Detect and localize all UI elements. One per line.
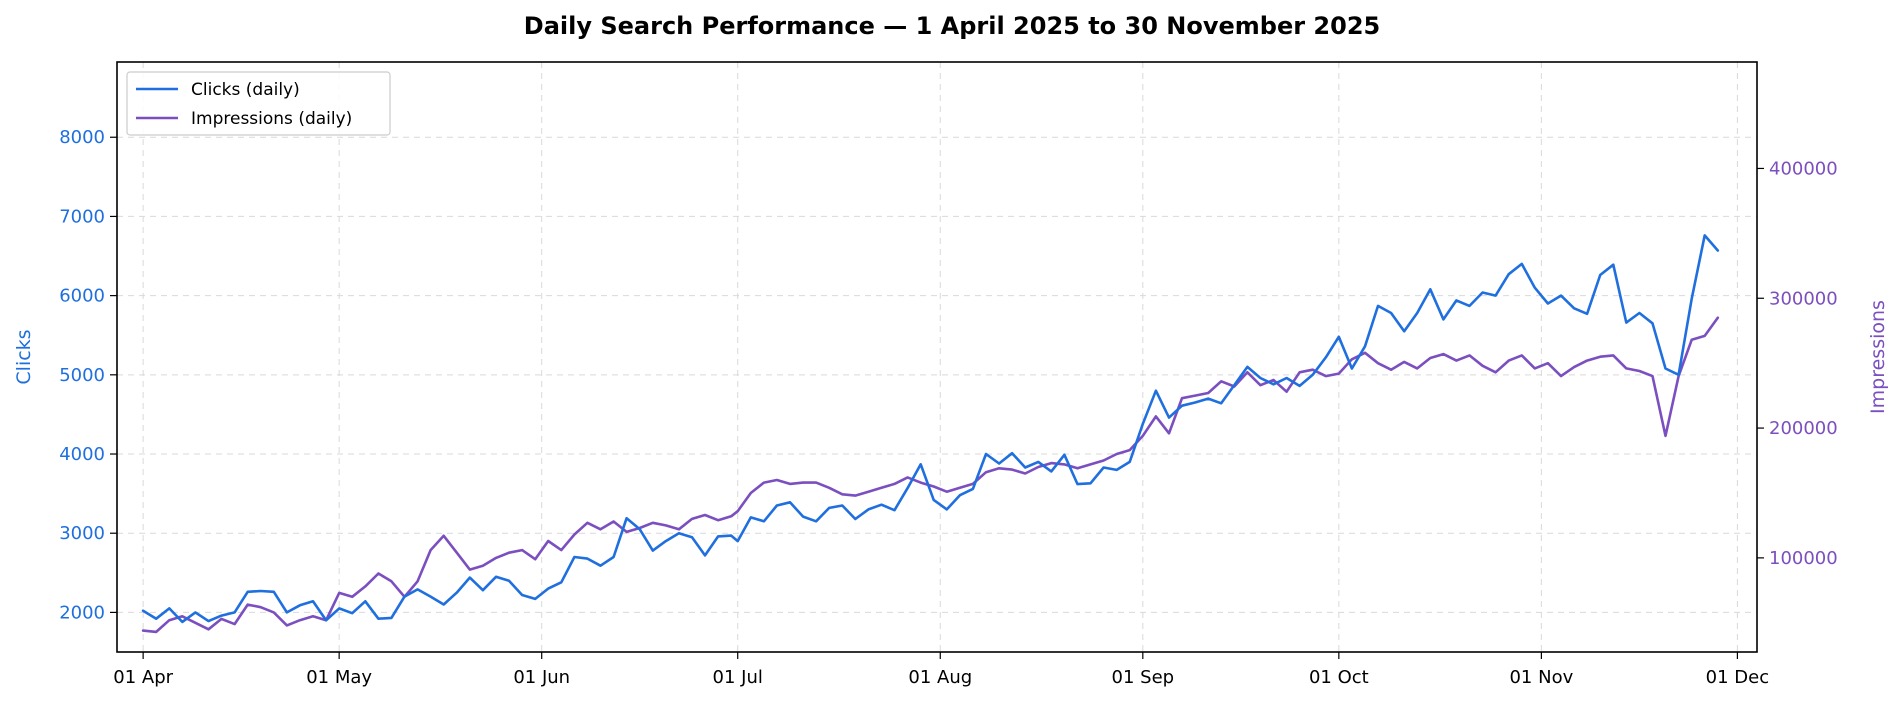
y-axis-left: 2000 3000 4000 5000 6000 7000 8000 (59, 127, 117, 623)
x-tick-label: 01 Sep (1112, 667, 1175, 688)
y2-tick-label: 200000 (1769, 418, 1838, 439)
x-tick-label: 01 Jul (713, 667, 763, 688)
x-tick-label: 01 Aug (908, 667, 972, 688)
series-layer (141, 234, 1720, 634)
plot-frame (116, 61, 1758, 653)
legend-box (126, 71, 391, 136)
grid (117, 62, 1757, 652)
y-axis-label: Clicks (13, 329, 35, 384)
x-tick-label: 01 Dec (1706, 667, 1769, 688)
x-tick-label: 01 Oct (1309, 667, 1369, 688)
y-tick-label: 7000 (59, 206, 105, 227)
y2-tick-label: 300000 (1769, 288, 1838, 309)
y2-axis-label: Impressions (1867, 300, 1889, 414)
y-tick-label: 3000 (59, 523, 105, 544)
y-axis-right: 100000 200000 300000 400000 (1757, 158, 1838, 569)
y2-tick-label: 100000 (1769, 548, 1838, 569)
legend-label-clicks: Clicks (daily) (191, 80, 300, 100)
y-tick-label: 2000 (59, 602, 105, 623)
y-tick-label: 4000 (59, 444, 105, 465)
legend-label-impressions: Impressions (daily) (191, 109, 352, 129)
x-tick-label: 01 Nov (1509, 667, 1573, 688)
y2-tick-label: 400000 (1769, 158, 1838, 179)
y-tick-label: 5000 (59, 365, 105, 386)
chart-title: Daily Search Performance — 1 April 2025 … (524, 12, 1380, 40)
legend: Clicks (daily) Impressions (daily) (126, 71, 391, 136)
y-tick-label: 6000 (59, 286, 105, 307)
x-axis: 01 Apr 01 May 01 Jun 01 Jul 01 Aug 01 Sep 01 O… (113, 652, 1769, 688)
x-tick-label: 01 May (306, 667, 372, 688)
series-line-clicks (141, 234, 1720, 624)
x-tick-label: 01 Jun (513, 667, 570, 688)
y-tick-label: 8000 (59, 127, 105, 148)
series-line-impressions (141, 316, 1720, 634)
x-tick-label: 01 Apr (113, 667, 173, 688)
